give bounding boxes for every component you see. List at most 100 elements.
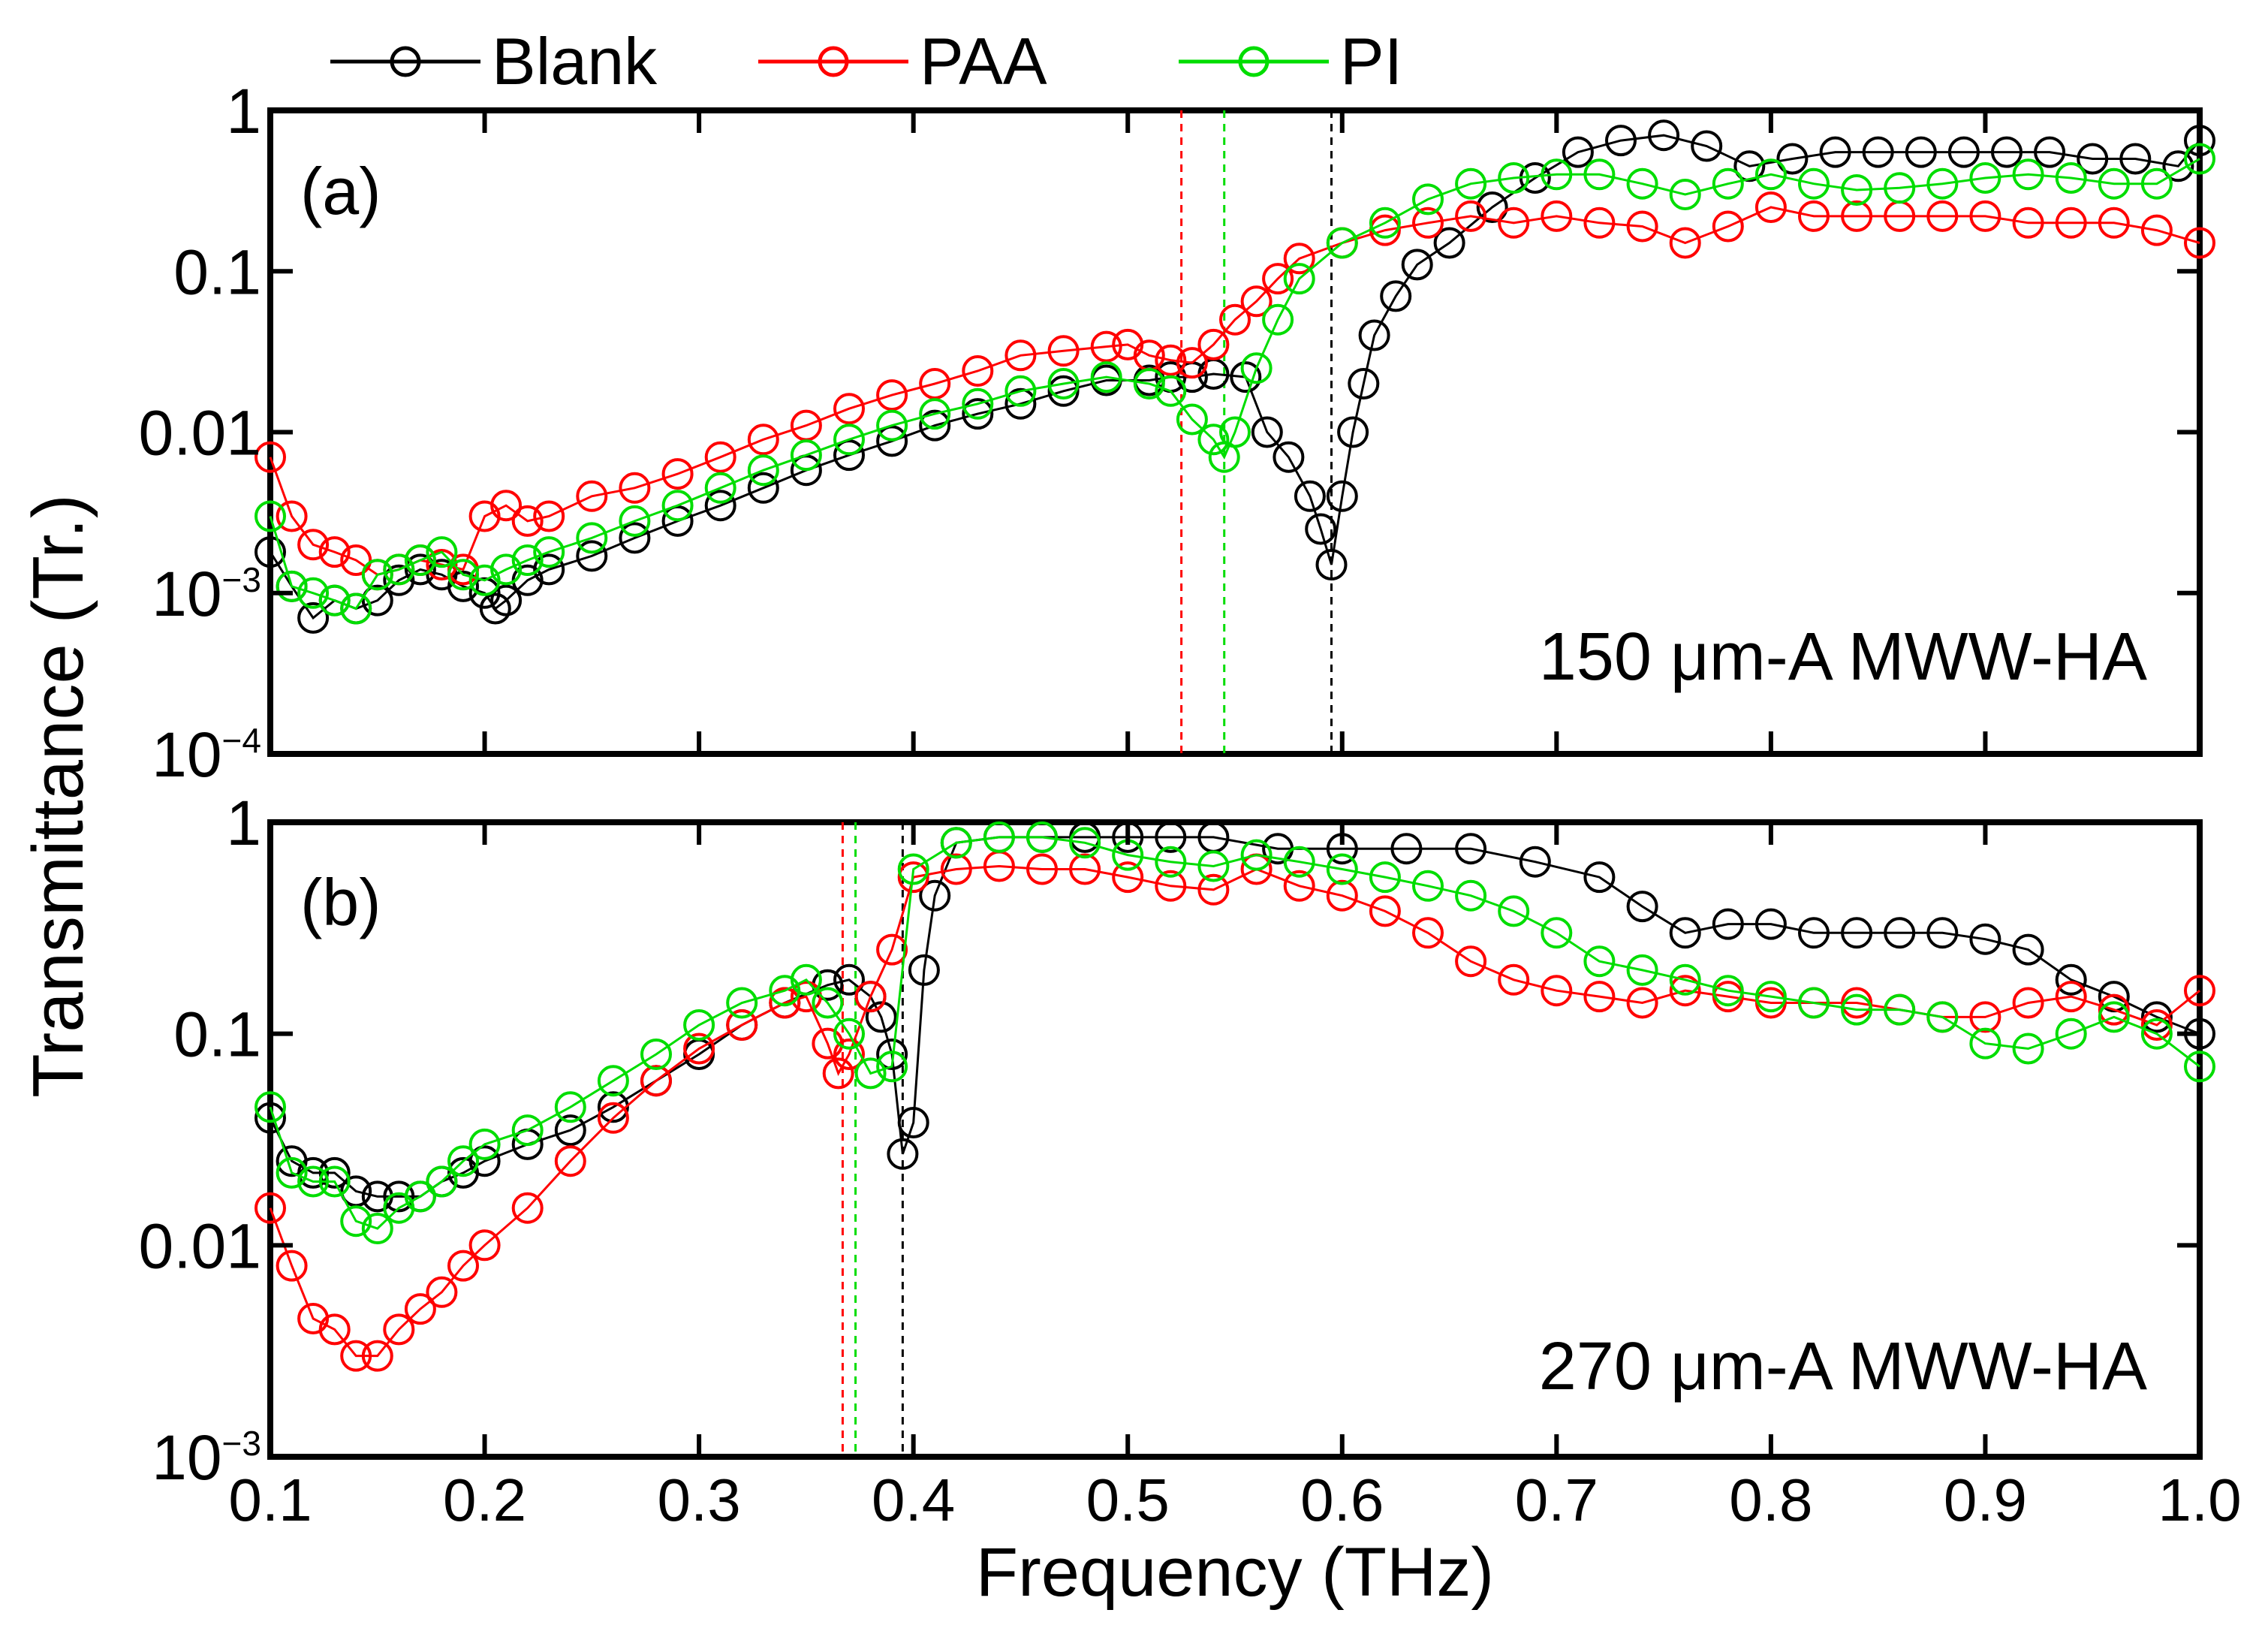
panel-b-point-blank — [1390, 833, 1423, 865]
panel-a-point-pi — [340, 592, 372, 625]
panel-a-point-blank — [1251, 416, 1283, 448]
panel-a-y-axis: 1 0.1 0.01 10−3 10−4 — [139, 76, 2200, 790]
panel-a-point-paa — [533, 500, 565, 532]
panel-a-point-blank — [1819, 136, 1851, 168]
panel-a-point-pi — [1090, 361, 1122, 393]
panel-b-point-paa — [404, 1293, 436, 1325]
panel-b-point-paa — [1841, 987, 1873, 1019]
legend-label-blank: Blank — [492, 24, 658, 98]
panel-a-point-paa — [576, 480, 608, 512]
panel-a-point-blank — [1348, 368, 1380, 399]
panel-b-point-pi — [1326, 853, 1358, 885]
panel-b-point-pi — [1626, 954, 1658, 986]
x-tick-label: 0.4 — [872, 1467, 955, 1533]
panel-a-point-pi — [1262, 303, 1294, 336]
panel-a-point-blank — [1294, 480, 1326, 512]
panel-b-point-paa — [769, 987, 801, 1019]
panel-b-point-blank — [468, 1145, 501, 1177]
panel-b-point-paa — [2140, 1009, 2173, 1041]
panel-a-point-paa — [1047, 335, 1080, 367]
panel-b-label: (b) — [300, 865, 381, 939]
panel-a-point-blank — [833, 439, 865, 472]
panel-a-point-pi — [490, 553, 523, 586]
panel-a-point-paa — [1455, 200, 1487, 232]
panel-a-point-blank — [919, 409, 951, 442]
panel-a-point-paa — [1176, 347, 1208, 379]
panel-a-point-blank — [1047, 375, 1080, 407]
panel-a-point-paa — [1583, 207, 1616, 239]
panel-a-point-paa — [1155, 344, 1187, 376]
panel-b-point-blank — [554, 1114, 586, 1147]
panel-a-point-blank — [2077, 143, 2109, 175]
panel-b-series-pi — [255, 821, 2215, 1244]
panel-b-point-pi — [1283, 846, 1315, 878]
panel-b-point-blank — [1798, 917, 1830, 949]
y-axis-title: Transmittance (Tr.) — [18, 494, 98, 1098]
panel-b-point-pi — [2055, 1017, 2087, 1050]
panel-a-point-blank — [1230, 361, 1262, 393]
panel-b-point-paa — [1197, 873, 1230, 906]
panel-a-point-paa — [1712, 210, 1744, 243]
panel-a-point-paa — [747, 424, 779, 456]
panel-a-point-paa — [2184, 227, 2215, 259]
panel-a-point-paa — [1197, 328, 1230, 360]
panel-a-point-pi — [704, 472, 736, 504]
panel-b-point-pi — [1026, 821, 1058, 853]
panel-b-point-pi — [1754, 981, 1787, 1013]
panel-b-point-pi — [833, 1017, 865, 1050]
panel-b-point-paa — [2098, 993, 2130, 1026]
panel-a-point-pi — [1412, 183, 1444, 216]
panel-a-point-blank — [1326, 480, 1358, 512]
panel-a-point-paa — [962, 355, 994, 387]
panel-b-point-paa — [383, 1313, 415, 1346]
panel-a-point-pi — [447, 559, 479, 591]
panel-a-point-blank — [1562, 136, 1594, 168]
panel-b-point-pi — [1541, 917, 1573, 949]
panel-a-point-pi — [790, 439, 822, 472]
panel-b-point-blank — [1754, 908, 1787, 940]
panel-a-y-tick-label: 10−3 — [152, 559, 261, 629]
panel-b-point-pi — [1069, 827, 1101, 859]
panel-b-point-paa — [1026, 853, 1058, 885]
panel-a-point-blank — [1433, 227, 1465, 259]
panel-a-point-pi — [1004, 375, 1037, 407]
x-tick-label: 0.5 — [1086, 1467, 1170, 1533]
panel-a-point-paa — [1798, 200, 1830, 232]
panel-b-y-tick-label: 1 — [226, 788, 261, 858]
panel-a-point-blank — [962, 398, 994, 430]
panel-a-point-pi — [1841, 174, 1873, 206]
panel-a-point-pi — [1283, 263, 1315, 295]
panel-a-point-pi — [2055, 162, 2087, 194]
panel-a-point-pi — [2012, 158, 2044, 191]
panel-b-point-pi — [1669, 963, 1701, 996]
panel-b-point-paa — [447, 1250, 479, 1282]
panel-a-point-paa — [1926, 200, 1959, 232]
panel-b-point-paa — [511, 1192, 544, 1224]
panel-a-point-pi — [876, 409, 908, 442]
panel-b-point-paa — [1369, 895, 1401, 927]
panel-a-point-blank — [661, 505, 694, 537]
panel-b-point-pi — [2098, 1001, 2130, 1033]
panel-a-point-blank — [447, 570, 479, 602]
panel-b-point-pi — [511, 1114, 544, 1147]
panel-a-point-blank — [576, 540, 608, 572]
panel-a-point-pi — [1326, 227, 1358, 259]
panel-b-point-blank — [383, 1180, 415, 1213]
panel-a-point-paa — [833, 393, 865, 425]
panel-a-y-tick-label: 0.1 — [173, 237, 261, 307]
panel-b-point-blank — [2055, 963, 2087, 996]
panel-a-point-blank — [533, 553, 565, 586]
panel-a-point-pi — [533, 536, 565, 568]
panel-a-point-blank — [404, 553, 436, 586]
panel-b-point-paa — [1283, 870, 1315, 902]
panel-a-point-blank — [2034, 136, 2066, 168]
panel-b-point-pi — [318, 1165, 351, 1198]
legend-label-paa: PAA — [920, 24, 1047, 98]
legend-marker-paa — [818, 46, 849, 77]
panel-b-point-paa — [1583, 981, 1616, 1013]
panel-a-point-paa — [1219, 303, 1251, 336]
panel-b-point-pi — [1412, 870, 1444, 902]
panel-b-point-blank — [255, 1102, 286, 1134]
panel-a-point-pi — [361, 559, 393, 591]
